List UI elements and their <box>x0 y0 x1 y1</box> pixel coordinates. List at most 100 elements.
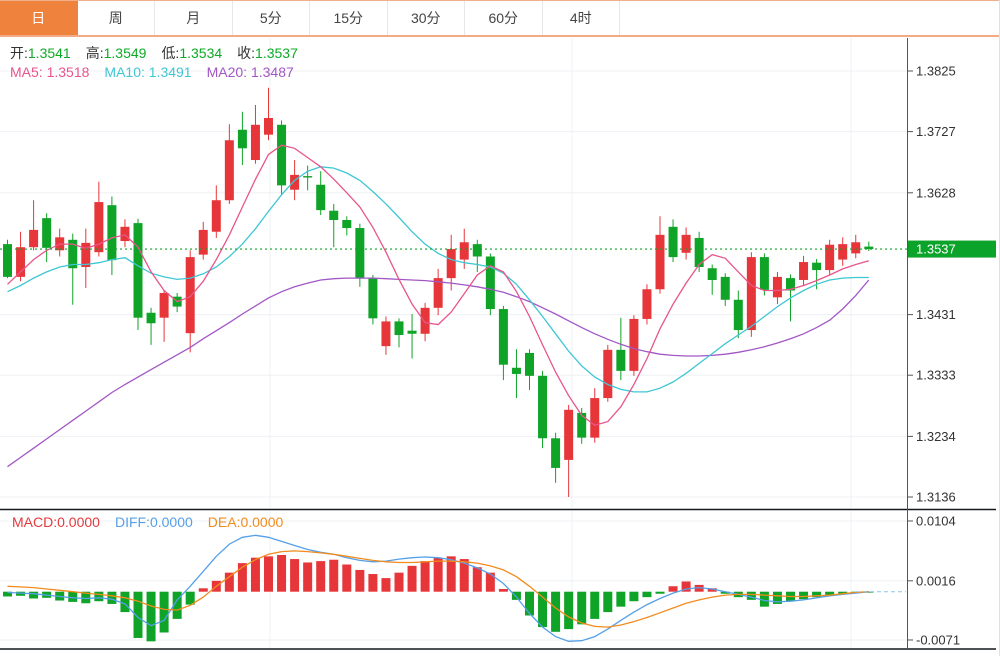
ma20-group: MA20: 1.3487 <box>207 64 294 80</box>
macd-bar <box>224 572 234 592</box>
macd-bar <box>264 556 273 592</box>
macd-bar <box>498 588 508 592</box>
macd-bar <box>159 591 169 633</box>
tab-15min[interactable]: 15分 <box>310 1 388 35</box>
macd-bar <box>759 591 769 607</box>
candle-body <box>16 247 26 277</box>
close-group: 收:1.3537 <box>237 45 298 61</box>
tab-5min[interactable]: 5分 <box>232 1 310 35</box>
macd-bar <box>446 556 456 592</box>
candle-body <box>303 176 313 178</box>
close-label: 收: <box>237 45 256 61</box>
macd-bar <box>681 581 691 592</box>
candle-body <box>368 278 378 319</box>
ma10-value: 1.3491 <box>148 64 192 80</box>
axis-label: 1.3628 <box>916 185 956 200</box>
macd-bar <box>564 591 574 630</box>
macd-bar <box>303 562 313 592</box>
open-label: 开: <box>10 45 28 61</box>
macd-bar <box>407 565 417 592</box>
candle-body <box>694 237 704 267</box>
current-price-box <box>908 240 996 258</box>
candle-body <box>603 349 613 399</box>
macd-bar <box>538 591 548 628</box>
candle-body <box>616 349 626 371</box>
candle-body <box>316 184 326 211</box>
macd-bar <box>94 591 104 602</box>
macd-bar <box>511 591 521 600</box>
macd-bar <box>237 563 247 592</box>
open-value: 1.3541 <box>27 45 71 61</box>
candle-body <box>707 268 717 280</box>
candle-body <box>68 239 78 269</box>
candle-body <box>733 299 743 331</box>
candle-body <box>224 140 234 201</box>
candle-body <box>107 205 117 261</box>
candle-body <box>407 330 417 334</box>
ma5-value: 1.3518 <box>46 64 90 80</box>
macd-bar <box>707 588 717 592</box>
candle-body <box>511 367 521 374</box>
tab-30min[interactable]: 30分 <box>387 1 465 35</box>
macd-bar <box>799 591 809 600</box>
macd-bar <box>459 559 469 592</box>
tab-day[interactable]: 日 <box>0 1 78 35</box>
candle-body <box>590 398 600 438</box>
macd-bar <box>355 569 365 592</box>
macd-bar <box>316 561 326 592</box>
macd-bar <box>81 591 91 604</box>
axis-label: 1.3136 <box>916 490 956 505</box>
candle-body <box>355 228 365 279</box>
candle-body <box>29 229 39 248</box>
macd-bar <box>133 591 143 638</box>
axis-label: 0.0104 <box>916 513 956 528</box>
macd-bar <box>642 591 652 598</box>
close-value: 1.3537 <box>255 45 298 61</box>
macd-bar <box>29 591 39 599</box>
low-label: 低: <box>161 45 180 61</box>
candle-body <box>94 202 104 253</box>
macd-bar <box>485 572 495 592</box>
high-group: 高:1.3549 <box>86 45 147 61</box>
macd-bar <box>694 584 704 592</box>
candle-body <box>394 321 404 336</box>
macd-bar <box>655 591 665 594</box>
ma5-label: MA5: <box>10 64 43 80</box>
candle-body <box>825 244 835 271</box>
axis-label: 1.3825 <box>916 64 956 79</box>
macd-bar <box>616 591 626 607</box>
tab-month[interactable]: 月 <box>155 1 233 35</box>
candle-body <box>564 409 574 460</box>
macd-bar <box>394 572 404 592</box>
ma20-value: 1.3487 <box>250 64 294 80</box>
candle-body <box>812 262 822 271</box>
candle-body <box>198 229 208 255</box>
tab-60min[interactable]: 60分 <box>465 1 543 35</box>
macd-label: MACD: <box>12 514 58 530</box>
macd-bar <box>590 591 600 619</box>
macd-bar <box>772 591 782 604</box>
candle-body <box>264 117 273 135</box>
dea-group: DEA:0.0000 <box>208 514 284 530</box>
candle-body <box>381 321 391 347</box>
tab-week[interactable]: 周 <box>77 1 155 35</box>
macd-bar <box>812 591 822 598</box>
axis-label: 1.3727 <box>916 124 956 139</box>
macd-bar <box>720 591 730 594</box>
macd-bar <box>525 591 534 616</box>
candle-body <box>681 234 691 253</box>
macd-bar <box>551 591 561 632</box>
dea-label: DEA: <box>207 514 241 530</box>
macd-bar <box>172 591 182 619</box>
macd-bar <box>472 567 482 592</box>
candle-body <box>159 292 169 318</box>
candle-body <box>120 226 130 242</box>
candle-body <box>864 246 874 250</box>
macd-bar <box>277 554 287 592</box>
ma10-group: MA10: 1.3491 <box>104 64 191 80</box>
tab-4hour[interactable]: 4时 <box>542 1 620 35</box>
macd-bar <box>120 591 130 613</box>
axis-label: 0.0016 <box>916 573 956 588</box>
dea-value: 0.0000 <box>240 514 284 530</box>
